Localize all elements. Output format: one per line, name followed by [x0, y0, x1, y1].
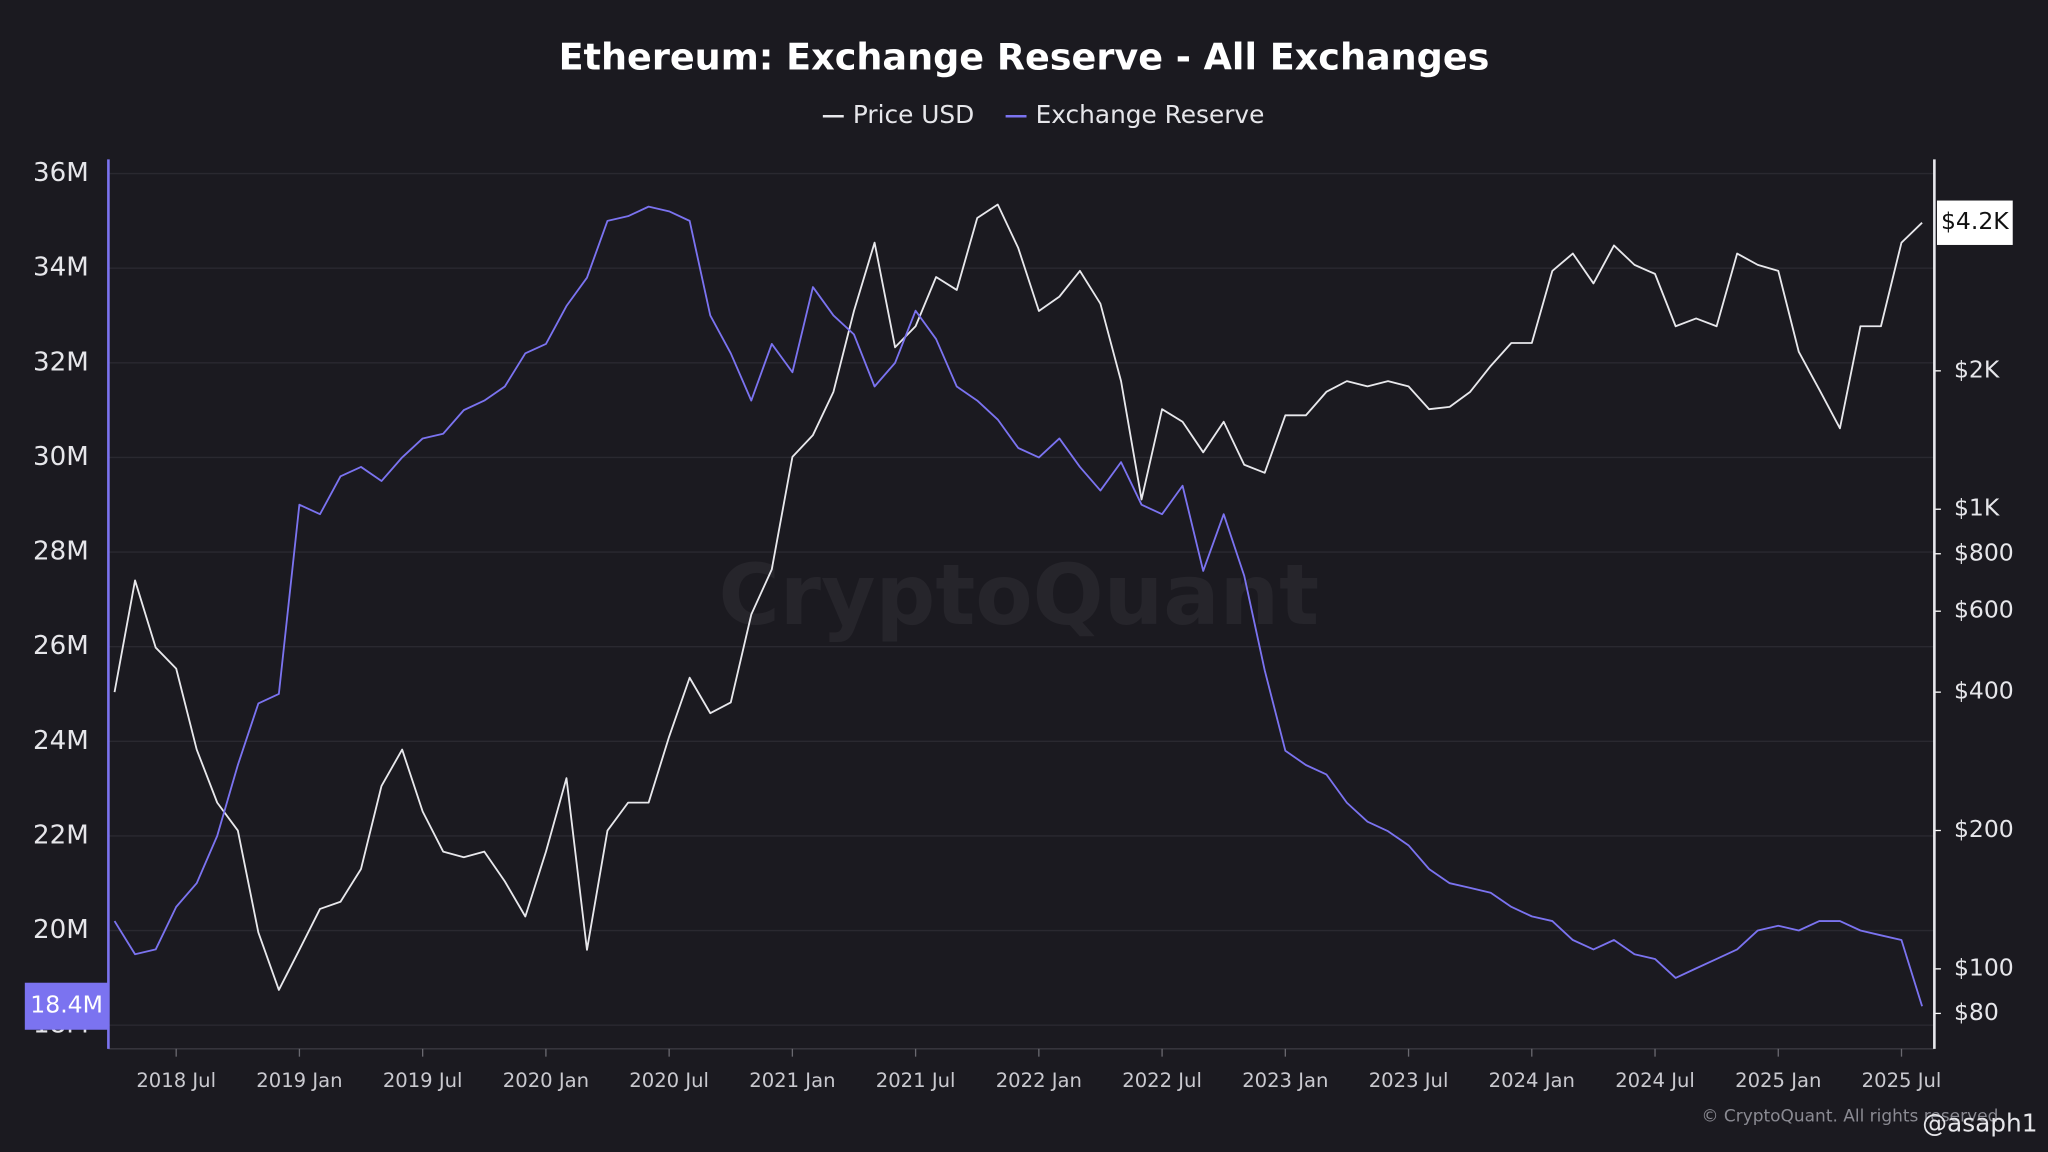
y2-tick-label: $100	[1954, 953, 2014, 981]
y2-tick-label: $600	[1954, 596, 2014, 624]
copyright: © CryptoQuant. All rights reserved	[1702, 1107, 1999, 1127]
y-tick-label: 28M	[33, 537, 89, 567]
y-tick-label: 32M	[33, 347, 89, 377]
y2-tick-label: $400	[1954, 677, 2014, 705]
x-tick-label: 2023 Jul	[1369, 1069, 1449, 1092]
x-tick-label: 2022 Jul	[1122, 1069, 1202, 1092]
y-tick-label: 26M	[33, 631, 89, 661]
y-tick-label: 20M	[33, 915, 89, 945]
x-tick-label: 2023 Jan	[1242, 1069, 1328, 1092]
series-line	[113, 205, 1923, 1007]
y-tick-label: 36M	[33, 158, 89, 188]
credit: @asaph1	[1922, 1109, 2037, 1138]
current-value-badge	[1936, 200, 2013, 245]
y-tick-label: 22M	[33, 820, 89, 850]
x-tick-label: 2019 Jul	[383, 1069, 463, 1092]
y-tick-label: 30M	[33, 442, 89, 472]
x-tick-label: 2024 Jul	[1615, 1069, 1695, 1092]
current-value-label: $4.2K	[1941, 207, 2009, 235]
current-value-label: 18.4M	[30, 991, 103, 1019]
x-tick-label: 2018 Jul	[136, 1069, 216, 1092]
y2-tick-label: $2K	[1954, 355, 2000, 383]
x-tick-label: 2019 Jan	[256, 1069, 342, 1092]
watermark: CryptoQuant	[718, 546, 1319, 644]
x-tick-label: 2020 Jul	[629, 1069, 709, 1092]
y-tick-label: 34M	[33, 253, 89, 283]
y2-tick-label: $80	[1954, 998, 1999, 1026]
x-tick-label: 2022 Jan	[996, 1069, 1082, 1092]
x-tick-label: 2024 Jan	[1489, 1069, 1575, 1092]
chart-title: Ethereum: Exchange Reserve - All Exchang…	[559, 35, 1490, 78]
x-tick-label: 2021 Jan	[749, 1069, 835, 1092]
x-tick-label: 2020 Jan	[503, 1069, 589, 1092]
legend-label: Price USD	[853, 100, 974, 129]
y2-tick-label: $800	[1954, 538, 2014, 566]
x-tick-label: 2021 Jul	[876, 1069, 956, 1092]
series-line	[113, 203, 1923, 991]
legend-label: Exchange Reserve	[1036, 100, 1265, 129]
x-tick-label: 2025 Jan	[1735, 1069, 1821, 1092]
y2-tick-label: $1K	[1954, 494, 2000, 522]
x-tick-label: 2025 Jul	[1862, 1069, 1942, 1092]
y2-tick-label: $200	[1954, 815, 2014, 843]
y-tick-label: 24M	[33, 726, 89, 756]
current-value-badge	[24, 982, 109, 1030]
